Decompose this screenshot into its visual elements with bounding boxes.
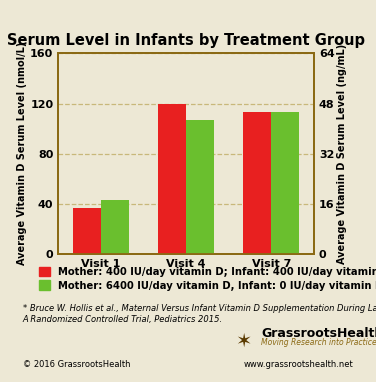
Text: www.grassrootshealth.net: www.grassrootshealth.net <box>244 360 353 369</box>
Title: Serum Level in Infants by Treatment Group: Serum Level in Infants by Treatment Grou… <box>7 33 365 48</box>
Bar <box>158 104 186 254</box>
Legend: Mother: 400 IU/day vitamin D; Infant: 400 IU/day vitamin D, Mother: 6400 IU/day : Mother: 400 IU/day vitamin D; Infant: 40… <box>39 267 376 291</box>
Bar <box>73 208 101 254</box>
Text: A Randomized Controlled Trial, Pediatrics 2015.: A Randomized Controlled Trial, Pediatric… <box>23 315 223 324</box>
Text: ✶: ✶ <box>235 332 252 350</box>
Bar <box>243 112 271 254</box>
Y-axis label: Average Vitamin D Serum Level (ng/mL): Average Vitamin D Serum Level (ng/mL) <box>337 44 347 264</box>
Bar <box>101 200 129 254</box>
Text: GrassrootsHealth: GrassrootsHealth <box>261 327 376 340</box>
Text: Moving Research into Practice: Moving Research into Practice <box>261 338 376 347</box>
Bar <box>186 120 214 254</box>
Text: © 2016 GrassrootsHealth: © 2016 GrassrootsHealth <box>23 360 130 369</box>
Text: * Bruce W. Hollis et al., Maternal Versus Infant Vitamin D Supplementation Durin: * Bruce W. Hollis et al., Maternal Versu… <box>23 304 376 313</box>
Bar <box>271 112 299 254</box>
Y-axis label: Average Vitamin D Serum Level (nmol/L): Average Vitamin D Serum Level (nmol/L) <box>17 42 27 265</box>
